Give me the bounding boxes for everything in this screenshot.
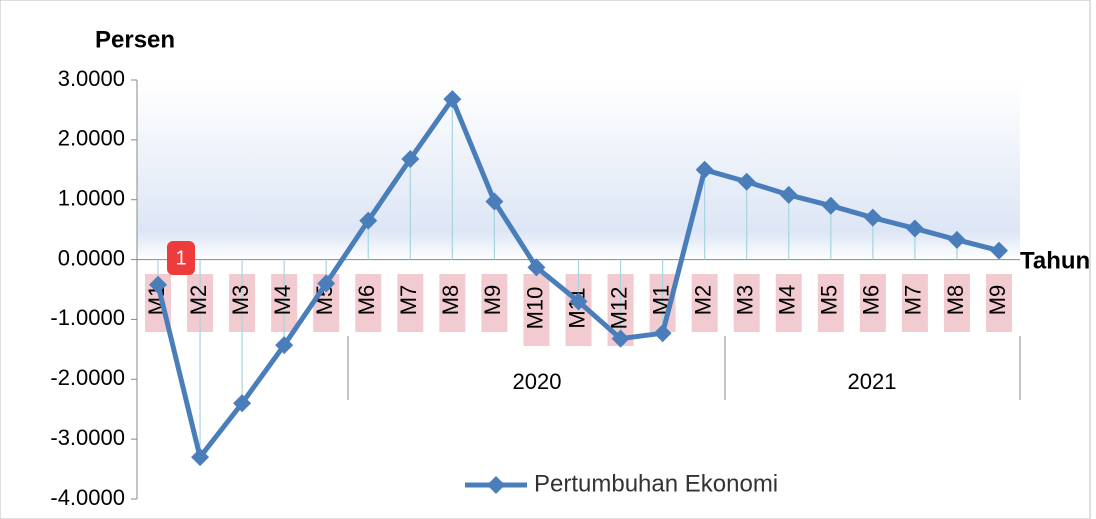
point-marker (527, 258, 546, 277)
x-tick-label: M3 (733, 285, 758, 316)
highlight-box (439, 274, 466, 332)
point-marker (401, 150, 420, 169)
y-tick-label: -2.0000 (50, 365, 125, 390)
highlight-box (691, 274, 718, 332)
highlight-box (523, 274, 550, 346)
point-marker (863, 208, 882, 227)
annotation-badge (167, 241, 195, 275)
highlight-box (775, 274, 802, 332)
highlight-box (733, 274, 760, 332)
x-tick-label: M3 (228, 285, 253, 316)
group-label: 2021 (848, 369, 897, 394)
y-tick-label: 3.0000 (58, 66, 125, 91)
x-tick-label: M2 (186, 285, 211, 316)
point-marker (779, 185, 798, 204)
x-tick-label: M6 (354, 285, 379, 316)
point-marker (359, 211, 378, 230)
point-marker (317, 274, 336, 293)
x-tick-label: M4 (775, 285, 800, 316)
x-tick-label: M6 (859, 285, 884, 316)
highlight-box (859, 274, 886, 332)
x-tick-label: M9 (480, 285, 505, 316)
group-label: 2020 (513, 369, 562, 394)
point-marker (821, 196, 840, 215)
legend-marker (487, 476, 505, 494)
x-axis-label: Tahun (1020, 247, 1090, 274)
point-marker (737, 172, 756, 191)
point-marker (905, 219, 924, 238)
highlight-box (986, 274, 1012, 332)
point-marker (947, 230, 966, 249)
point-marker (275, 336, 294, 355)
x-tick-label: M5 (817, 285, 842, 316)
x-tick-label: M8 (943, 285, 968, 316)
y-tick-label: 1.0000 (58, 186, 125, 211)
x-tick-label: M2 (690, 285, 715, 316)
point-marker (611, 329, 630, 348)
point-marker (990, 241, 1008, 260)
point-marker (443, 90, 462, 109)
point-marker (149, 275, 167, 294)
highlight-box (397, 274, 424, 332)
y-tick-label: -3.0000 (50, 425, 125, 450)
annotation-badge-label: 1 (175, 247, 186, 269)
point-marker (695, 160, 714, 179)
highlight-box (943, 274, 970, 332)
highlight-box (817, 274, 844, 332)
highlight-box (901, 274, 928, 332)
point-marker (191, 448, 210, 467)
point-marker (233, 394, 252, 413)
x-tick-label: M9 (985, 285, 1010, 316)
y-tick-label: 0.0000 (58, 245, 125, 270)
y-tick-label: -1.0000 (50, 305, 125, 330)
highlight-box (355, 274, 382, 332)
legend-label: Pertumbuhan Ekonomi (534, 470, 778, 497)
y-tick-label: 2.0000 (58, 126, 125, 151)
point-marker (653, 324, 672, 343)
x-tick-label: M7 (901, 285, 926, 316)
x-tick-label: M8 (438, 285, 463, 316)
highlight-box (481, 274, 508, 332)
point-marker (569, 292, 588, 311)
point-marker (485, 192, 504, 211)
y-axis-label: Persen (95, 26, 175, 53)
x-tick-label: M7 (396, 285, 421, 316)
y-tick-label: -4.0000 (50, 485, 125, 510)
x-tick-label: M12 (606, 287, 631, 330)
x-tick-label: M10 (522, 287, 547, 330)
x-tick-label: M4 (270, 285, 295, 316)
